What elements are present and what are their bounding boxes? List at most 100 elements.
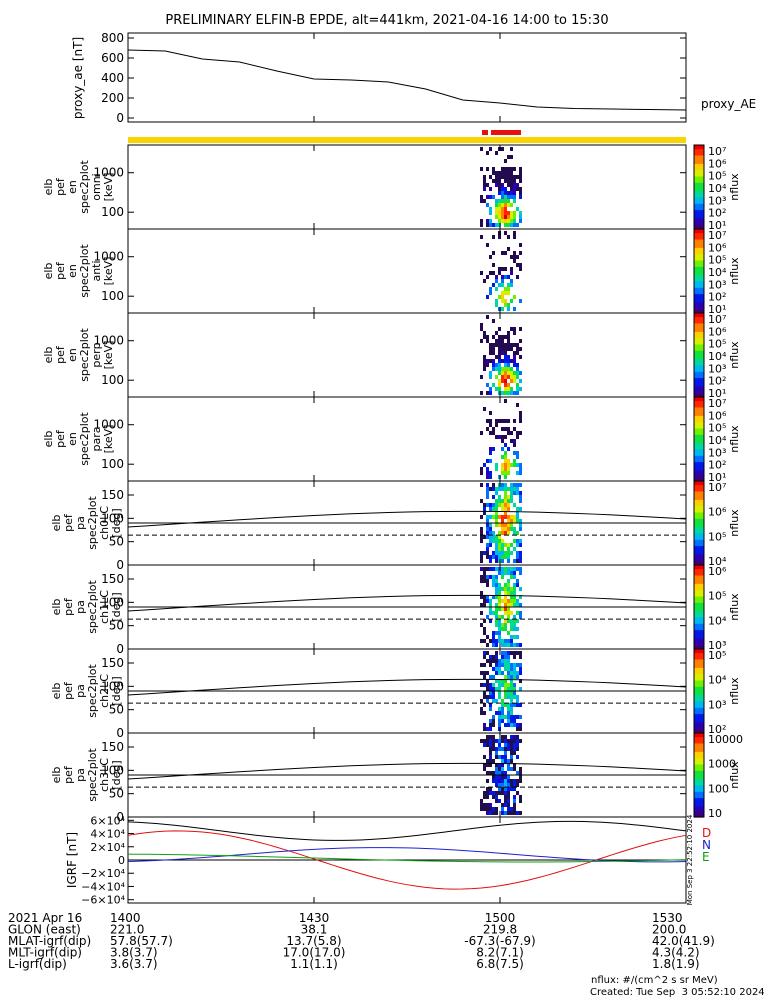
spectrogram-cell: [501, 539, 504, 543]
spectrogram-cell: [498, 339, 501, 343]
spectrogram-cell: [516, 559, 519, 563]
spectrogram-cell: [504, 195, 507, 199]
spectrogram-cell: [507, 687, 510, 691]
spectrogram-cell: [501, 463, 504, 467]
spectrogram-cell: [504, 419, 507, 423]
spectrogram-cell: [498, 591, 501, 595]
spectrogram-cell: [501, 207, 504, 211]
spectrogram-cell: [489, 431, 492, 435]
colorbar-segment: [694, 447, 704, 451]
colorbar-segment: [694, 680, 704, 684]
ylabel-line: [keV]: [102, 173, 115, 202]
colorbar-segment: [694, 237, 704, 241]
spectrogram-cell: [495, 151, 498, 155]
colorbar-segment: [694, 548, 704, 551]
colorbar-tick-label: 10³: [708, 362, 726, 375]
colorbar-segment: [694, 149, 704, 152]
spectrogram-cell: [507, 235, 510, 239]
spectrogram-cell: [504, 199, 507, 203]
spectrogram-cell: [483, 407, 486, 411]
spectrogram-cell: [486, 547, 489, 551]
colorbar-segment: [694, 512, 704, 516]
spectrogram-cell: [498, 679, 501, 683]
colorbar-segment: [694, 800, 704, 803]
spectrogram-cell: [504, 455, 507, 459]
igrf-panel: 6×10⁴4×10⁴2×10⁴0−2×10⁴−4×10⁴−6×10⁴DNEIGR…: [65, 814, 711, 907]
spectrogram-cell: [486, 491, 489, 495]
colorbar-segment: [694, 403, 704, 406]
spectrogram-cell: [519, 379, 522, 383]
spectrogram-cell: [504, 587, 507, 591]
spectrogram-cell: [513, 183, 516, 187]
spectrogram-cell: [489, 559, 492, 563]
spectrogram-cell: [510, 175, 513, 179]
spectrogram-cell: [480, 611, 483, 615]
spectrogram-cell: [480, 671, 483, 675]
colorbar-segment: [694, 644, 704, 648]
spectrogram-cell: [498, 715, 501, 719]
colorbar-segment: [694, 397, 704, 400]
spectrogram-cell: [486, 739, 489, 743]
spectrogram-cell: [513, 583, 516, 587]
spectrogram-cell: [507, 507, 510, 511]
spectrogram-cell: [510, 603, 513, 607]
spectrogram-cell: [501, 419, 504, 423]
colorbar-segment: [694, 502, 704, 505]
spectrogram-cell: [501, 199, 504, 203]
spectrogram-cell: [510, 347, 513, 351]
colorbar-segment: [694, 443, 704, 446]
colorbar-segment: [694, 229, 704, 232]
colorbar-segment: [694, 363, 704, 367]
spectrogram-cell: [480, 683, 483, 687]
spectrogram-cell: [501, 711, 504, 715]
y-tick-label: 2×10⁴: [90, 841, 125, 854]
colorbar-segment: [694, 554, 704, 558]
spectrogram-cell: [495, 611, 498, 615]
colorbar-segment: [694, 514, 704, 518]
colorbar-segment: [694, 525, 704, 528]
spectrogram-cell: [486, 203, 489, 207]
spectrogram-cell: [516, 455, 519, 459]
xaxis-row-label: GLON (east): [8, 923, 81, 937]
colorbar-segment: [694, 544, 704, 547]
ylabel-line: en: [66, 432, 79, 446]
spectrogram-cell: [492, 667, 495, 671]
xaxis-row-value: -67.3(-67.9): [464, 934, 535, 948]
spectrogram-cell: [504, 443, 507, 447]
y-tick-label: 800: [101, 31, 124, 45]
colorbar-segment: [694, 699, 704, 703]
spectrogram-cell: [501, 175, 504, 179]
ylabel-line: [keV]: [102, 257, 115, 286]
spectrogram-cell: [498, 783, 501, 787]
spectrogram-cell: [498, 219, 501, 223]
colorbar-segment: [694, 747, 704, 751]
spectrogram-cell: [498, 379, 501, 383]
spectrogram-cell: [513, 547, 516, 551]
spectrogram-cell: [480, 323, 483, 327]
spectrogram-cell: [516, 383, 519, 387]
colorbar-segment: [694, 573, 704, 577]
colorbar-segment: [694, 638, 704, 642]
spectrogram-cell: [492, 383, 495, 387]
spectrogram-cell: [495, 651, 498, 655]
colorbar-segment: [694, 770, 704, 774]
colorbar-segment: [694, 632, 704, 635]
spectrogram-cell: [519, 667, 522, 671]
spectrogram-cell: [489, 803, 492, 807]
spectrogram-cell: [498, 551, 501, 555]
colorbar-label: nflux: [728, 341, 741, 369]
spectrogram-cell: [510, 619, 513, 623]
spectrogram-cell: [510, 807, 513, 811]
colorbar-segment: [694, 470, 704, 474]
spectrogram-cell: [498, 595, 501, 599]
spectrogram-cell: [498, 599, 501, 603]
spectrogram-cell: [516, 351, 519, 355]
spectrogram-cell: [486, 223, 489, 227]
colorbar-segment: [694, 810, 704, 814]
spectrogram-cell: [495, 503, 498, 507]
spectrogram-cell: [513, 807, 516, 811]
spectrogram-cell: [480, 147, 483, 151]
spectrogram-cell: [504, 215, 507, 219]
spectrogram-cell: [510, 299, 513, 303]
colorbar-segment: [694, 634, 704, 637]
